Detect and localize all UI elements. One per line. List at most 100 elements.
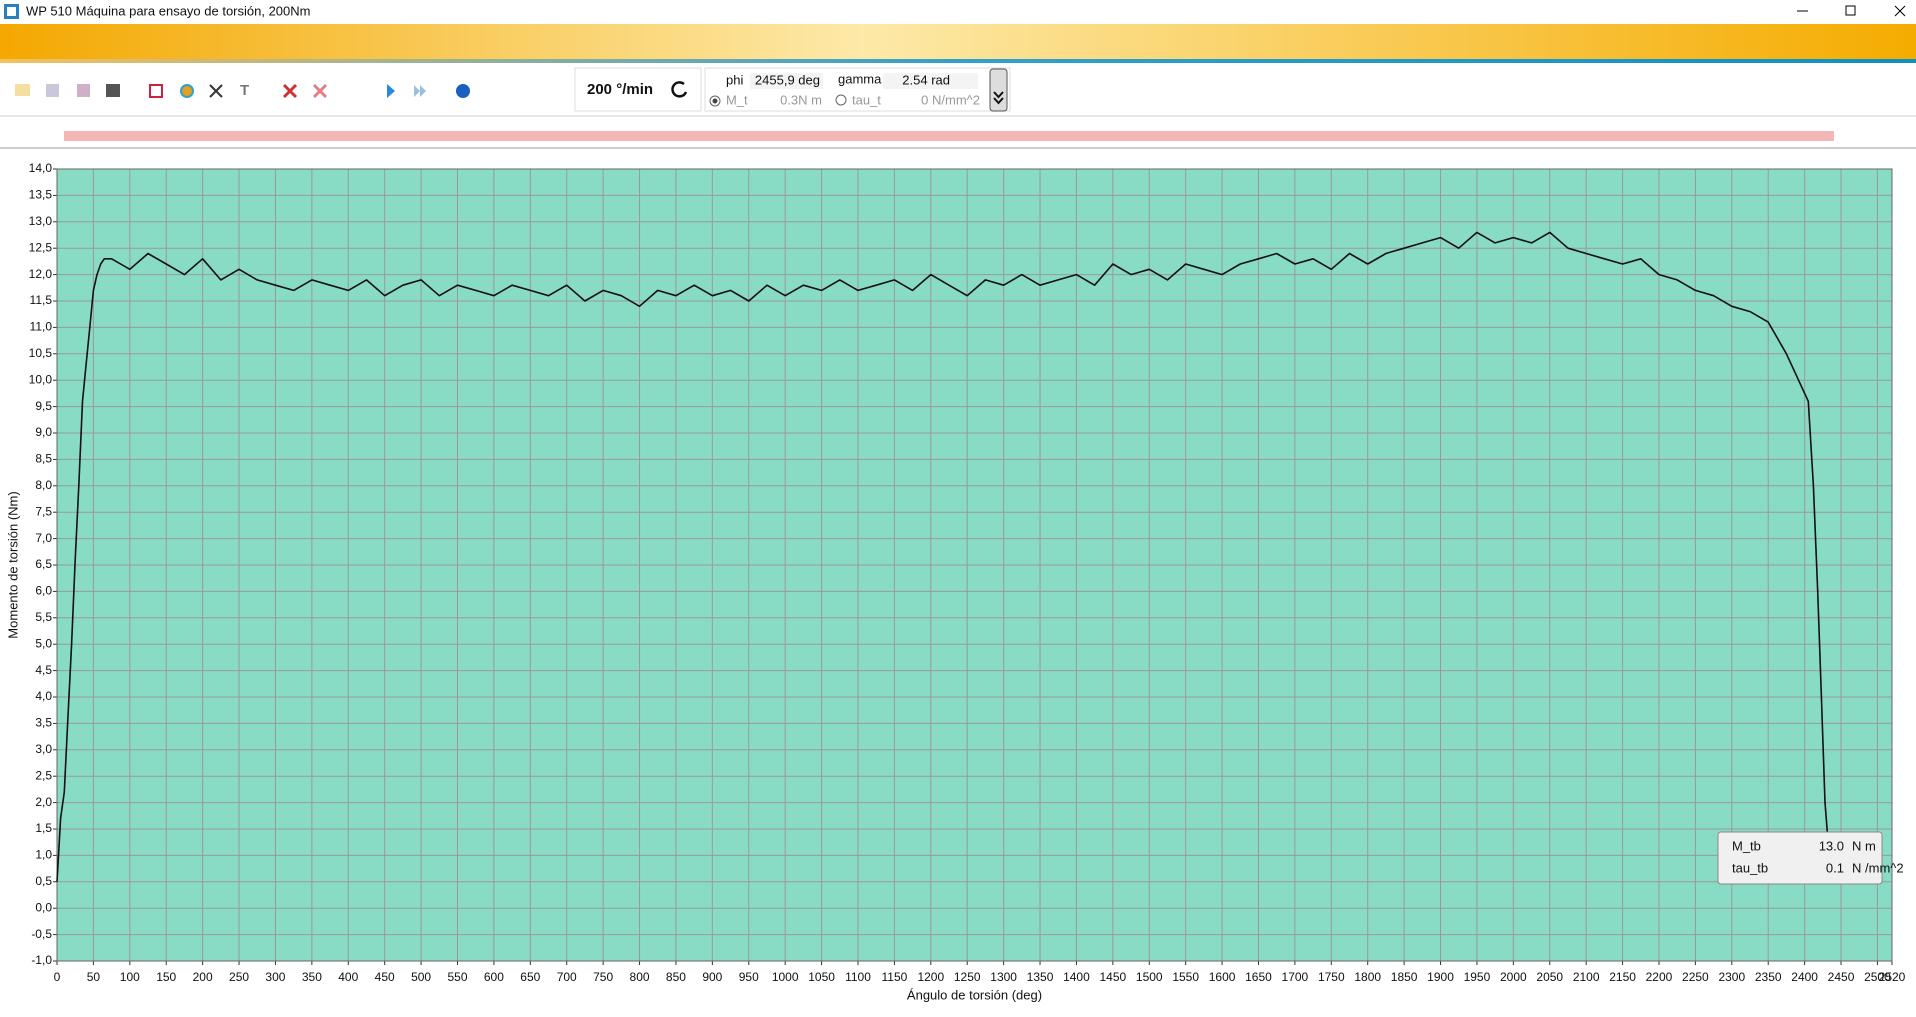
x-tick-label: 450 bbox=[375, 970, 395, 984]
y-tick-label: 13,0 bbox=[29, 214, 53, 228]
x-tick-label: 1600 bbox=[1209, 970, 1236, 984]
x-tick-label: 1450 bbox=[1100, 970, 1127, 984]
mt-label: M_t bbox=[726, 92, 748, 107]
data-line bbox=[56, 231, 1829, 882]
chart: -1,0 -0,5 0,0 0,5 1,0 1,5 2,0 2,5 3,0 3,5 4,0 4,5 5,… bbox=[5, 161, 1905, 1002]
info-box-text: 13.0 bbox=[1819, 838, 1844, 853]
color-icon[interactable] bbox=[180, 84, 194, 98]
print-icon[interactable] bbox=[106, 84, 120, 97]
title-bar bbox=[0, 0, 1916, 23]
tau-label: tau_t bbox=[852, 92, 881, 107]
speed-panel bbox=[574, 67, 702, 112]
x-tick-label: 1200 bbox=[917, 970, 944, 984]
text-icon[interactable]: T bbox=[240, 82, 249, 99]
y-tick-label: 14,0 bbox=[29, 161, 53, 175]
x-tick-label: 1100 bbox=[845, 970, 871, 984]
y-tick-label: 1,5 bbox=[35, 821, 52, 835]
y-tick-label: 9,0 bbox=[35, 425, 52, 439]
gamma-value: 2.54 rad bbox=[902, 72, 950, 87]
info-box-text: N m bbox=[1852, 838, 1876, 853]
y-tick-label: -0,5 bbox=[31, 927, 52, 941]
pin-icon[interactable] bbox=[282, 83, 298, 99]
info-icon[interactable] bbox=[456, 84, 470, 98]
save-as-icon[interactable] bbox=[77, 84, 90, 97]
x-tick-label: 2300 bbox=[1718, 970, 1745, 984]
mt-radio-dot bbox=[712, 98, 718, 104]
y-tick-label: 7,5 bbox=[35, 504, 52, 518]
x-tick-label: 800 bbox=[630, 970, 650, 984]
plot-frame bbox=[56, 168, 1893, 962]
forward-icon[interactable] bbox=[414, 85, 426, 97]
x-tick-label: 2350 bbox=[1755, 970, 1782, 984]
info-box bbox=[1717, 831, 1883, 885]
y-tick-label: -1,0 bbox=[31, 953, 52, 967]
y-tick-label: 4,0 bbox=[35, 689, 52, 703]
open-icon[interactable] bbox=[15, 84, 30, 96]
tools-icon[interactable] bbox=[209, 84, 223, 98]
info-box-text: tau_tb bbox=[1732, 860, 1768, 875]
header-stripe bbox=[0, 59, 1916, 63]
close-button[interactable] bbox=[1894, 5, 1906, 17]
x-tick-label: 900 bbox=[702, 970, 722, 984]
x-tick-label: 1400 bbox=[1063, 970, 1090, 984]
x-tick-label: 600 bbox=[484, 970, 504, 984]
y-tick-label: 9,5 bbox=[35, 399, 52, 413]
y-tick-label: 5,5 bbox=[35, 610, 52, 624]
x-tick-label: 550 bbox=[447, 970, 467, 984]
y-tick-label: 7,0 bbox=[35, 531, 52, 545]
play-icon[interactable] bbox=[387, 84, 395, 98]
record-icon[interactable] bbox=[149, 84, 163, 98]
y-tick-label: 11,0 bbox=[30, 320, 53, 334]
x-tick-label: 1300 bbox=[990, 970, 1017, 984]
y-axis-label: Momento de torsión (Nm) bbox=[5, 491, 20, 638]
x-tick-label: 0 bbox=[54, 970, 61, 984]
x-tick-label: 650 bbox=[520, 970, 540, 984]
y-tick-label: 2,5 bbox=[35, 768, 52, 782]
x-tick-label: 950 bbox=[739, 970, 759, 984]
x-tick-label: 1750 bbox=[1318, 970, 1345, 984]
header-band bbox=[0, 24, 1916, 60]
y-tick-label: 8,0 bbox=[35, 478, 52, 492]
x-tick-label: 250 bbox=[229, 970, 249, 984]
x-tick-label: 1700 bbox=[1282, 970, 1309, 984]
window-title: WP 510 Máquina para ensayo de torsión, 2… bbox=[26, 3, 310, 18]
expand-button[interactable] bbox=[989, 68, 1008, 112]
y-tick-label: 13,5 bbox=[29, 188, 53, 202]
x-tick-label: 1050 bbox=[808, 970, 835, 984]
save-icon[interactable] bbox=[46, 84, 59, 97]
restore-button[interactable] bbox=[1845, 5, 1856, 16]
x-tick-label: 150 bbox=[156, 970, 176, 984]
y-tick-label: 4,5 bbox=[35, 663, 52, 677]
unpin-icon[interactable] bbox=[312, 83, 328, 99]
x-tick-label: 1000 bbox=[772, 970, 799, 984]
tau-radio[interactable] bbox=[835, 94, 847, 106]
info-box-text: 0.1 bbox=[1826, 860, 1844, 875]
phi-label: phi bbox=[726, 72, 743, 87]
speed-text: 200 °/min bbox=[587, 81, 653, 98]
x-tick-label: 500 bbox=[411, 970, 431, 984]
app-icon-inner bbox=[7, 7, 16, 16]
x-tick-label: 350 bbox=[302, 970, 322, 984]
x-tick-label: 2100 bbox=[1573, 970, 1600, 984]
y-tick-label: 11,5 bbox=[30, 293, 53, 307]
x-tick-label: 850 bbox=[666, 970, 686, 984]
progress-bar bbox=[64, 131, 1834, 141]
y-tick-label: 3,5 bbox=[35, 716, 52, 730]
x-tick-label: 2000 bbox=[1500, 970, 1527, 984]
x-axis-label: Ángulo de torsión (deg) bbox=[907, 987, 1042, 1002]
y-tick-label: 6,0 bbox=[35, 584, 52, 598]
x-tick-label: 100 bbox=[120, 970, 140, 984]
x-tick-label: 2150 bbox=[1609, 970, 1636, 984]
mt-value: 0.3N m bbox=[780, 92, 822, 107]
x-tick-label: 1550 bbox=[1172, 970, 1199, 984]
y-tick-label: 1,0 bbox=[35, 848, 52, 862]
x-tick-label: 1800 bbox=[1354, 970, 1381, 984]
x-tick-label: 700 bbox=[557, 970, 577, 984]
y-tick-label: 0,0 bbox=[35, 900, 52, 914]
x-tick-label: 750 bbox=[593, 970, 613, 984]
y-tick-label: 6,5 bbox=[35, 557, 52, 571]
x-tick-label: 2520 bbox=[1879, 970, 1906, 984]
reset-icon[interactable] bbox=[671, 81, 688, 98]
